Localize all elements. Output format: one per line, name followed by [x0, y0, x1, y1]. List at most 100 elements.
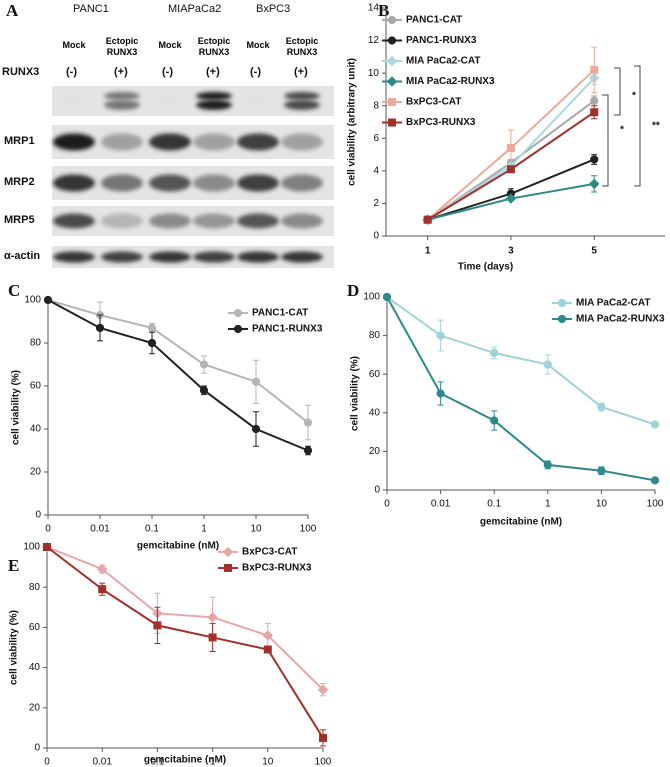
- legend-marker: [387, 36, 397, 45]
- x-tick-label: 100: [647, 499, 664, 510]
- lane-label: Mock: [246, 40, 270, 50]
- blot-band: [149, 174, 191, 192]
- y-tick-label: 80: [29, 582, 41, 593]
- x-tick-label: 0: [45, 524, 51, 535]
- blot-band: [193, 174, 235, 192]
- x-tick-label: 10: [262, 757, 274, 767]
- legend-marker: [222, 546, 234, 558]
- blot-band: [53, 213, 95, 229]
- blot-band: [240, 100, 276, 110]
- data-point: [199, 386, 209, 395]
- y-tick-label: 14: [368, 3, 380, 14]
- x-tick-label: 0.1: [145, 524, 159, 535]
- y-tick-label: 0: [35, 510, 41, 521]
- blot-band: [101, 251, 143, 263]
- x-tick-label: 1: [425, 246, 431, 257]
- panel-label: D: [347, 281, 359, 300]
- status-label: (+): [114, 66, 128, 78]
- blot-band: [237, 251, 279, 263]
- data-point: [490, 348, 499, 358]
- y-tick-label: 20: [369, 446, 381, 457]
- blot-band: [193, 213, 235, 229]
- y-tick-label: 100: [363, 292, 380, 303]
- blot-band: [56, 92, 92, 100]
- y-axis-label: cell viability (arbitrary unit): [347, 58, 358, 186]
- x-tick-label: 1: [210, 757, 216, 767]
- y-tick-label: 0: [373, 231, 379, 242]
- y-tick-label: 60: [369, 369, 381, 380]
- x-tick-label: 0.01: [431, 499, 451, 510]
- legend-label: BxPC3-RUNX3: [406, 117, 476, 128]
- y-tick-label: 0: [374, 485, 380, 496]
- y-tick-label: 12: [368, 35, 380, 46]
- x-tick-label: 100: [315, 757, 332, 767]
- legend-marker: [233, 308, 243, 318]
- data-point: [505, 193, 517, 204]
- data-point: [96, 563, 108, 575]
- legend-marker: [224, 564, 232, 572]
- x-tick-label: 10: [250, 524, 262, 535]
- data-point: [543, 360, 552, 369]
- lane-label: Mock: [62, 40, 86, 50]
- y-tick-label: 60: [30, 381, 42, 392]
- legend-label: MIA PaCa2-RUNX3: [406, 76, 495, 87]
- data-point: [317, 684, 329, 695]
- significance-label: *: [620, 125, 624, 136]
- status-label: (-): [66, 66, 77, 78]
- data-point: [436, 331, 445, 340]
- blot-band: [149, 213, 191, 229]
- data-point: [589, 178, 600, 190]
- data-point: [263, 645, 272, 654]
- status-row-label: RUNX3: [2, 66, 40, 78]
- blot-band: [152, 100, 188, 110]
- data-point: [590, 108, 599, 117]
- protein-label: MRP5: [4, 214, 35, 226]
- blot-band: [240, 92, 276, 100]
- data-point: [199, 360, 209, 369]
- legend-label: PANC1-RUNX3: [252, 324, 323, 335]
- x-tick-label: 0.01: [92, 757, 112, 767]
- legend-marker: [386, 76, 398, 87]
- x-tick-label: 0: [44, 757, 50, 767]
- y-tick-label: 10: [368, 68, 380, 79]
- y-axis-label: cell viability (%): [9, 610, 20, 685]
- blot-band: [237, 174, 279, 192]
- lane-label: Ectopic RUNX3: [285, 36, 319, 57]
- blot-band: [284, 100, 320, 110]
- data-point: [436, 389, 445, 398]
- x-tick-label: 0.01: [90, 524, 110, 535]
- blot-band: [53, 133, 95, 151]
- y-tick-label: 40: [369, 407, 381, 418]
- western-blot: [52, 86, 334, 268]
- legend-label: MIA PaCa2-CAT: [406, 56, 480, 67]
- x-tick-label: 0.1: [150, 757, 164, 767]
- data-point: [423, 215, 432, 224]
- significance-bracket: [602, 94, 609, 187]
- y-tick-label: 60: [29, 622, 41, 633]
- panel-label: C: [8, 281, 20, 300]
- cell-line-label: BxPC3: [256, 3, 291, 15]
- blot-band: [101, 133, 143, 151]
- x-tick-label: 0.1: [487, 499, 501, 510]
- data-point: [303, 418, 313, 427]
- data-point: [590, 96, 599, 105]
- data-point: [650, 420, 660, 429]
- data-point: [650, 476, 660, 485]
- significance-bracket: [634, 65, 641, 187]
- panel-label: E: [8, 556, 19, 575]
- blot-band: [152, 92, 188, 100]
- blot-band: [281, 133, 323, 151]
- legend-label: MIA PaCa2-RUNX3: [576, 314, 665, 325]
- data-point: [147, 338, 157, 348]
- y-tick-label: 0: [34, 743, 40, 754]
- data-point: [382, 292, 392, 302]
- blot-band: [193, 133, 235, 151]
- data-point: [43, 295, 53, 305]
- x-tick-label: 100: [300, 524, 317, 535]
- data-point: [319, 733, 327, 742]
- y-axis-label: cell viability (%): [350, 356, 361, 431]
- y-tick-label: 20: [30, 467, 42, 478]
- significance-label: **: [652, 121, 660, 132]
- blot-band: [281, 174, 323, 192]
- y-tick-label: 20: [29, 702, 41, 713]
